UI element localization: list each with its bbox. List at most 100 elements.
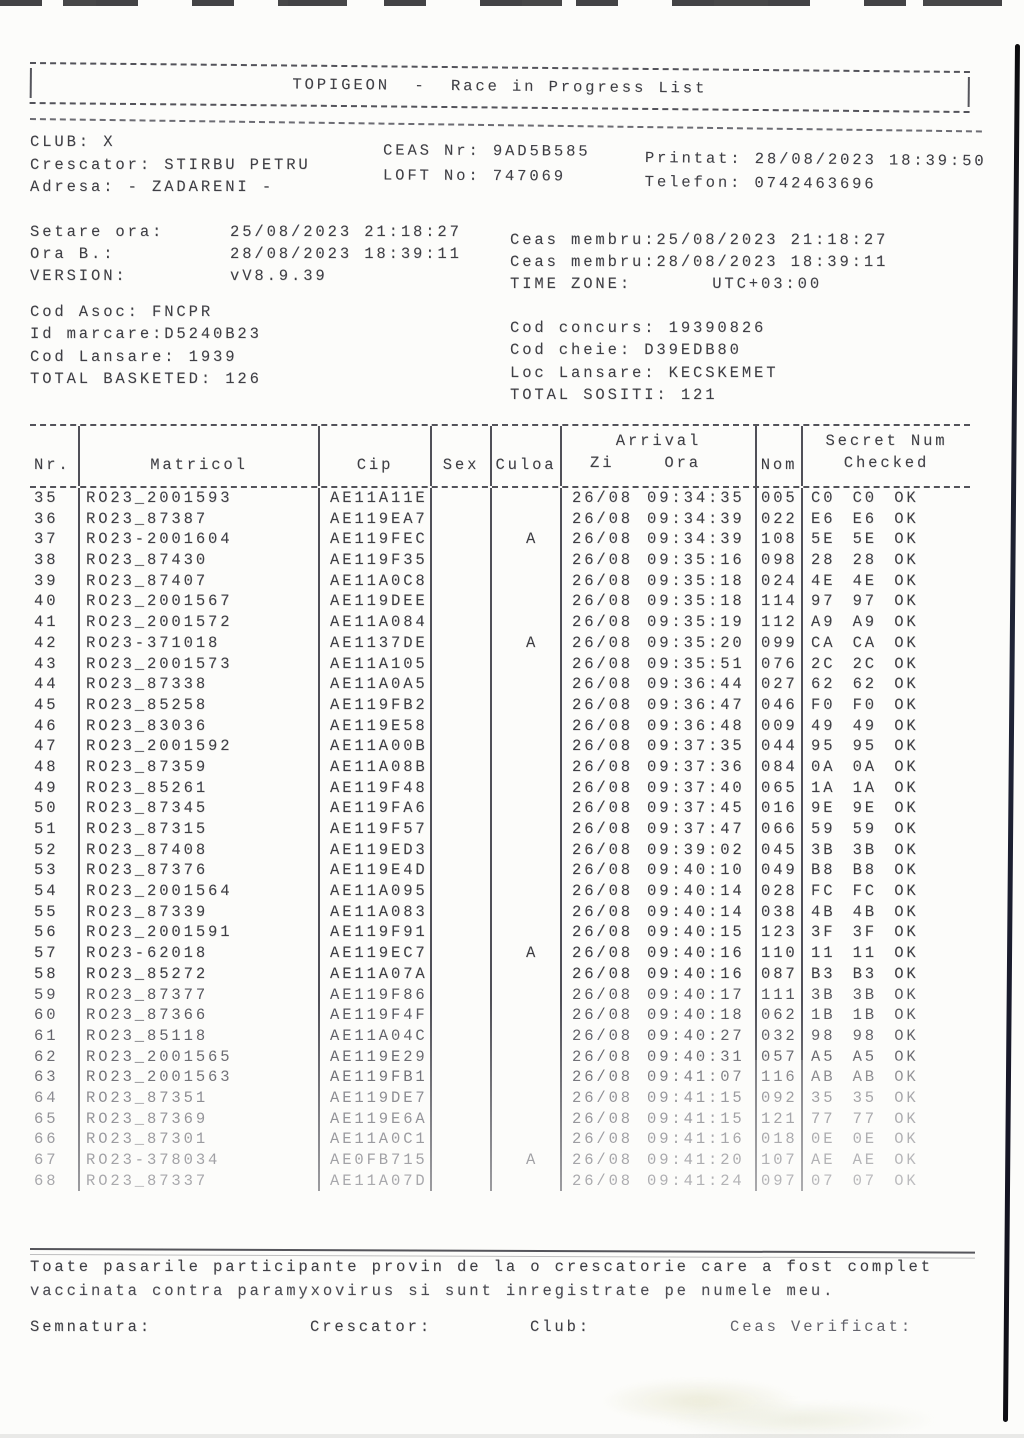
col-header-arrival: Arrival Zi Ora <box>560 426 755 486</box>
table-row: 50 RO23_87345 AE119FA6 26/08 09:37:45 016 9E 9… <box>30 798 970 819</box>
cell-sex <box>430 488 490 509</box>
cell-secret: 3B 3B OK <box>801 984 970 1006</box>
cell-nom: 123 <box>755 922 801 944</box>
cell-secret: 3B 3B OK <box>801 839 970 861</box>
table-row: 36 RO23_87387 AE119EA7 26/08 09:34:39 022 E6 E… <box>30 508 970 530</box>
cell-sex <box>430 508 490 530</box>
cell-matricol: RO23_87351 <box>78 1087 318 1109</box>
cell-culoa <box>490 612 560 633</box>
arrival-zi: 26/08 <box>572 1068 634 1087</box>
cell-nom: 027 <box>755 674 801 695</box>
cell-nom: 107 <box>755 1150 801 1171</box>
cell-sex <box>430 653 490 675</box>
ceas-membru-line-1: Ceas membru:25/08/2023 21:18:27 <box>510 231 889 249</box>
cell-sex <box>430 1067 490 1088</box>
cell-secret: 95 95 OK <box>801 736 970 757</box>
version-row: VERSION: vV8.9.39 <box>30 265 462 287</box>
ceas-nr-line: CEAS Nr: 9AD5B585 <box>383 141 591 161</box>
disclaimer-line-2: vaccinata contra paramyxovirus si sunt i… <box>30 1281 836 1300</box>
cell-culoa <box>490 1087 560 1109</box>
col-header-culoa: Culoa <box>490 426 560 486</box>
cell-sex <box>430 943 490 964</box>
cell-nom: 028 <box>755 881 801 902</box>
printat-line: Printat: 28/08/2023 18:39:50 <box>644 148 987 171</box>
cell-nom: 045 <box>755 839 801 861</box>
arrival-zi: 26/08 <box>572 571 634 590</box>
disclaimer-block: Toate pasarile participante provin de la… <box>30 1256 933 1303</box>
timezone-value: UTC+03:00 <box>712 275 823 293</box>
cell-cip: AE119DE7 <box>318 1087 430 1109</box>
cell-secret: 77 77 OK <box>801 1108 970 1130</box>
arrival-zi: 26/08 <box>572 1151 634 1169</box>
table-row: 39 RO23_87407 AE11A0C8 26/08 09:35:18 024 4E 4… <box>30 570 970 592</box>
cell-culoa <box>490 819 560 840</box>
cell-nr: 63 <box>34 1068 59 1087</box>
arrival-zi: 26/08 <box>572 613 634 632</box>
cell-sex <box>430 777 490 799</box>
arrival-ora: 09:35:20 <box>647 633 745 652</box>
cell-culoa <box>490 922 560 944</box>
table-row: 40 RO23_2001567 AE119DEE 26/08 09:35:18 114 97… <box>30 591 970 613</box>
table-header-separator <box>30 486 970 488</box>
ceas-verificat-label: Ceas Verificat: <box>730 1318 914 1336</box>
cell-matricol: RO23_2001572 <box>78 612 318 633</box>
cell-matricol: RO23_2001567 <box>78 591 318 613</box>
cell-cip: AE11A11E <box>318 488 430 509</box>
cell-secret: 2C 2C OK <box>801 653 970 675</box>
cell-culoa <box>490 901 560 923</box>
arrival-ora: 09:40:18 <box>647 1006 745 1025</box>
cell-cip: AE119FA6 <box>318 798 430 819</box>
cell-secret: 28 28 OK <box>801 550 970 571</box>
cell-matricol: RO23_87369 <box>78 1108 318 1130</box>
cell-nr: 65 <box>34 1109 59 1128</box>
col-header-matricol: Matricol <box>78 426 318 486</box>
cell-secret: 5E 5E OK <box>801 529 970 551</box>
table-row: 53 RO23_87376 AE119E4D 26/08 09:40:10 049 B8 B… <box>30 860 970 882</box>
cell-matricol: RO23_85258 <box>78 694 318 716</box>
cell-matricol: RO23_87359 <box>78 756 318 778</box>
col-header-nom: Nom <box>755 426 801 486</box>
cell-secret: 0A 0A OK <box>801 756 970 778</box>
cell-nr: 45 <box>34 695 59 714</box>
arrival-zi: 26/08 <box>572 633 634 652</box>
cell-nr: 51 <box>34 820 59 838</box>
cell-sex <box>430 798 490 819</box>
paper-watermark-blob <box>660 1402 940 1438</box>
cell-nr: 59 <box>34 985 59 1004</box>
cell-arrival: 26/08 09:35:51 <box>560 653 755 675</box>
cell-secret: A9 A9 OK <box>801 612 970 633</box>
cell-matricol: RO23_85272 <box>78 963 318 985</box>
cell-cip: AE11A105 <box>318 653 430 675</box>
cell-matricol: RO23-371018 <box>78 632 318 654</box>
cell-sex <box>430 612 490 633</box>
table-row: 60 RO23_87366 AE119F4F 26/08 09:40:18 062 1B 1… <box>30 1005 970 1026</box>
cell-culoa <box>490 777 560 799</box>
arrival-ora: 09:35:51 <box>647 654 745 673</box>
cell-arrival: 26/08 09:39:02 <box>560 839 755 861</box>
cell-nom: 099 <box>755 632 801 654</box>
cell-culoa <box>490 488 560 509</box>
cell-nr: 47 <box>34 737 59 756</box>
cell-arrival: 26/08 09:40:15 <box>560 922 755 944</box>
table-row: 64 RO23_87351 AE119DE7 26/08 09:41:15 092 35 3… <box>30 1087 970 1109</box>
cell-matricol: RO23-2001604 <box>78 529 318 551</box>
table-row: 67 RO23-378034 AE0FB715 A 26/08 09:41:20 107 AE… <box>30 1150 970 1171</box>
cell-secret: 4E 4E OK <box>801 570 970 592</box>
cell-culoa <box>490 881 560 902</box>
cell-matricol: RO23_2001565 <box>78 1046 318 1068</box>
cell-nr: 44 <box>34 675 59 694</box>
cell-culoa: A <box>490 1150 560 1171</box>
table-row: 43 RO23_2001573 AE11A105 26/08 09:35:51 076 2C… <box>30 653 970 675</box>
cell-cip: AE119E4D <box>318 860 430 882</box>
cell-arrival: 26/08 09:35:18 <box>560 570 755 592</box>
cell-secret: 49 49 OK <box>801 715 970 737</box>
arrival-ora: 09:34:35 <box>647 489 745 507</box>
table-row: 62 RO23_2001565 AE119E29 26/08 09:40:31 057 A5… <box>30 1046 970 1068</box>
cell-culoa <box>490 570 560 592</box>
cell-culoa <box>490 839 560 861</box>
cell-sex <box>430 963 490 985</box>
cell-sex <box>430 570 490 592</box>
arrival-ora: 09:37:47 <box>647 820 745 838</box>
cell-secret: B3 B3 OK <box>801 963 970 985</box>
cod-asoc-line: Cod Asoc: FNCPR <box>30 303 214 321</box>
